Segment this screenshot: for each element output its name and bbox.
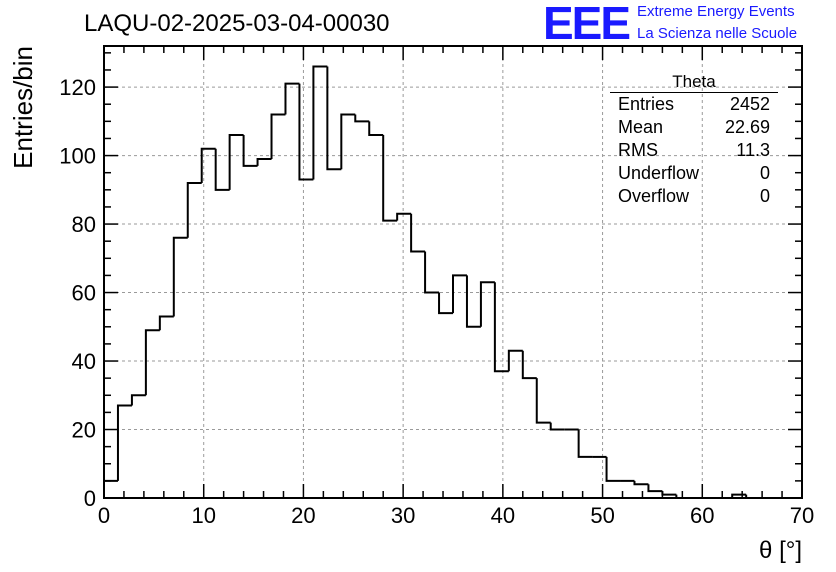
stats-value: 22.69	[724, 117, 770, 137]
stats-row-underflow: Underflow 0	[610, 162, 778, 185]
histogram-bin	[368, 121, 384, 137]
histogram-bin	[410, 213, 426, 253]
histogram-bin	[479, 281, 495, 327]
histogram-bin	[103, 479, 118, 498]
stats-row-overflow: Overflow 0	[610, 185, 778, 208]
histogram-bin	[396, 212, 412, 221]
histogram-bin	[535, 378, 551, 424]
histogram-bin	[200, 147, 216, 183]
y-tick-label: 100	[59, 144, 96, 169]
y-tick-label: 120	[59, 75, 96, 100]
histogram-bin	[284, 82, 300, 115]
x-tick-label: 70	[790, 503, 814, 528]
histogram-bin	[130, 394, 146, 406]
stats-value: 0	[759, 186, 770, 206]
x-axis-label: θ [°]	[759, 537, 802, 564]
stats-label: Overflow	[618, 186, 690, 206]
histogram-bin	[382, 135, 398, 222]
histogram-bin	[633, 480, 649, 486]
histogram-bin	[493, 282, 509, 373]
histogram-bin	[116, 404, 132, 481]
axis-ticks: 0 10 20 30 40 50 60 70 0 20 40 60 80 100 120	[59, 46, 814, 528]
x-tick-label: 60	[690, 503, 714, 528]
histogram-series	[103, 65, 802, 499]
stats-row-entries: Entries 2452	[610, 93, 778, 116]
histogram-bin	[438, 292, 453, 315]
stats-label: Mean	[618, 117, 664, 137]
histogram-bin	[144, 329, 160, 396]
y-tick-label: 20	[72, 418, 96, 443]
histogram-bin	[158, 315, 174, 331]
y-tick-label: 80	[72, 212, 96, 237]
axis-labels: θ [°] Entries/bin	[8, 46, 802, 564]
stats-value: 2452	[729, 94, 770, 114]
stats-row-mean: Mean 22.69	[610, 116, 778, 139]
histogram-bin	[424, 251, 440, 294]
plot-frame-rect	[103, 45, 803, 499]
histogram-bin	[647, 484, 663, 493]
stats-label: Underflow	[618, 163, 700, 183]
y-tick-label: 40	[72, 349, 96, 374]
x-tick-label: 20	[291, 503, 315, 528]
chart-title: LAQU-02-2025-03-04-00030	[84, 10, 390, 37]
stats-box: Theta Entries 2452 Mean 22.69 RMS 11.3 U…	[610, 72, 778, 208]
histogram-bin	[242, 135, 258, 167]
y-axis-label: Entries/bin	[8, 46, 38, 169]
histogram-bin	[605, 456, 621, 482]
histogram-bin	[340, 113, 356, 170]
histogram-bin	[452, 274, 467, 314]
eee-logo: EEE	[543, 0, 631, 49]
x-tick-label: 0	[98, 503, 110, 528]
stats-row-rms: RMS 11.3	[610, 139, 778, 162]
histogram-bin	[354, 114, 370, 123]
stats-value: 11.3	[736, 140, 770, 160]
stats-title: Theta	[610, 72, 778, 93]
histogram-bin	[577, 429, 593, 458]
histogram-bin	[549, 422, 565, 431]
x-tick-label: 30	[391, 503, 415, 528]
histogram-bin	[521, 350, 537, 380]
histogram-bin	[298, 83, 314, 181]
histogram-bin	[186, 181, 202, 238]
plot-frame	[103, 45, 803, 499]
stats-value: 0	[759, 163, 770, 183]
x-tick-label: 10	[191, 503, 215, 528]
y-tick-label: 0	[84, 486, 96, 511]
logo-subtitle-line2: La Scienza nelle Scuole	[637, 25, 798, 42]
histogram-bin	[312, 65, 328, 180]
histogram-bin	[172, 236, 188, 317]
histogram-bin	[228, 134, 244, 190]
histogram-bin	[214, 148, 230, 191]
y-tick-label: 60	[72, 281, 96, 306]
stats-label: Entries	[618, 94, 675, 114]
histogram-bin	[507, 349, 523, 372]
x-tick-label: 40	[491, 503, 515, 528]
histogram-bin	[661, 491, 677, 496]
histogram-bin	[326, 66, 342, 171]
x-tick-label: 50	[590, 503, 614, 528]
logo-subtitle-line1: Extreme Energy Events	[637, 3, 795, 20]
histogram-bin	[270, 113, 286, 159]
stats-label: RMS	[618, 140, 658, 160]
histogram-bin	[465, 275, 481, 328]
histogram-bin	[256, 158, 272, 166]
